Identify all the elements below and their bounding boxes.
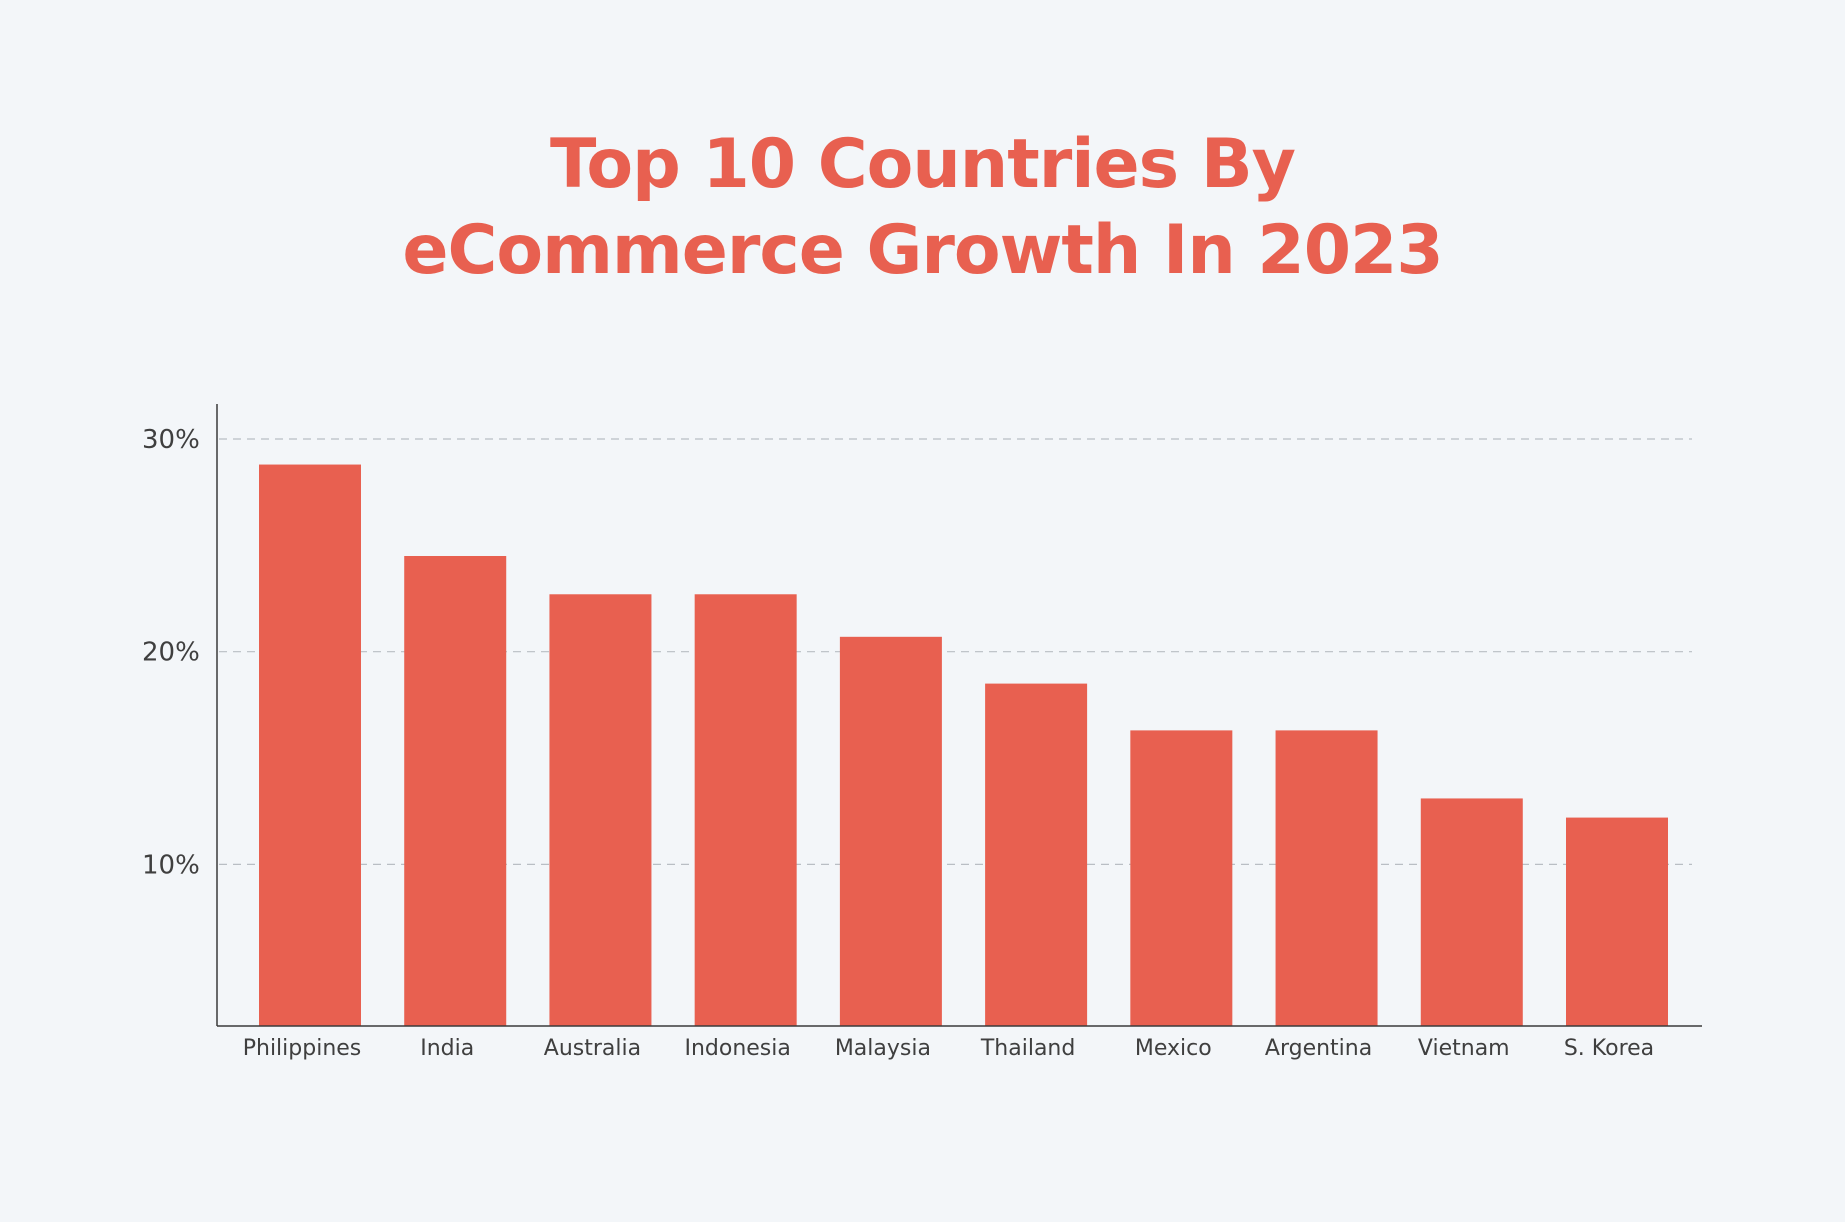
bar bbox=[1275, 730, 1378, 1026]
y-tick-label: 20% bbox=[142, 638, 200, 668]
y-tick-labels: 10% 20% 30% bbox=[142, 425, 200, 880]
x-tick-label: Indonesia bbox=[684, 1036, 790, 1061]
chart-title-line-2: eCommerce Growth In 2023 bbox=[402, 211, 1443, 290]
y-tick-label: 30% bbox=[142, 425, 200, 455]
x-tick-label: India bbox=[420, 1036, 474, 1061]
bar bbox=[1566, 817, 1668, 1026]
bar bbox=[985, 683, 1088, 1026]
x-tick-label: Australia bbox=[544, 1036, 641, 1061]
x-tick-label: Mexico bbox=[1135, 1036, 1212, 1061]
axes bbox=[216, 404, 1702, 1027]
bar bbox=[259, 464, 361, 1026]
bar bbox=[549, 594, 652, 1026]
x-tick-label: Vietnam bbox=[1418, 1036, 1510, 1061]
chart-title: Top 10 Countries By eCommerce Growth In … bbox=[0, 122, 1845, 294]
bar bbox=[839, 636, 942, 1026]
y-tick-label: 10% bbox=[142, 850, 200, 880]
x-tick-label: Thailand bbox=[980, 1036, 1075, 1061]
x-tick-label: S. Korea bbox=[1564, 1036, 1654, 1061]
x-tick-labels: Philippines India Australia Indonesia Malays… bbox=[243, 1036, 1654, 1061]
x-tick-label: Malaysia bbox=[835, 1036, 931, 1061]
bar bbox=[1130, 730, 1233, 1026]
bar bbox=[694, 594, 797, 1026]
bars bbox=[259, 464, 1668, 1026]
x-tick-label: Philippines bbox=[243, 1036, 362, 1061]
bar bbox=[404, 555, 507, 1026]
x-tick-label: Argentina bbox=[1265, 1036, 1372, 1061]
chart-title-line-1: Top 10 Countries By bbox=[550, 125, 1296, 204]
bar bbox=[1420, 798, 1523, 1026]
